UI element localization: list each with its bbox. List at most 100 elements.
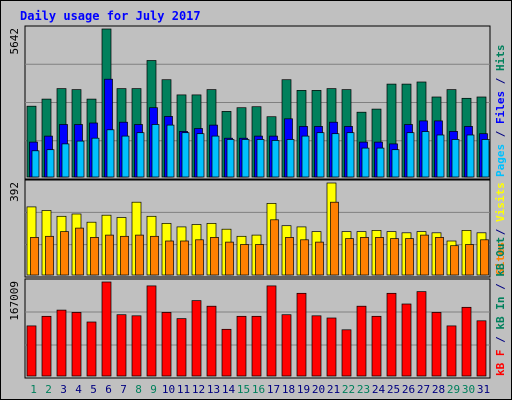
bar (450, 245, 459, 276)
bar (206, 305, 217, 377)
x-tick-label: 20 (312, 383, 325, 396)
bar (236, 315, 247, 377)
bar (26, 325, 37, 377)
x-tick-label: 21 (327, 383, 340, 396)
bar (176, 318, 187, 377)
x-tick-label: 10 (162, 383, 175, 396)
bar (91, 137, 100, 178)
x-tick-label: 16 (252, 383, 265, 396)
panel-kbytes: 167009 kB F / kB In / kB Out (8, 237, 507, 379)
panel-legend: kB F / kB In / kB Out (494, 237, 507, 376)
series-sites (30, 201, 489, 276)
bar (311, 315, 322, 377)
bar (241, 139, 250, 178)
bar (346, 132, 355, 178)
bar (451, 139, 460, 178)
bar (166, 124, 175, 178)
legend-entry: kB F (494, 350, 507, 377)
bar (461, 306, 472, 377)
x-tick-label: 8 (135, 383, 142, 396)
x-axis: 1 2 3 4 5 6 7 8 9 10 11 12 13 14 15 16 17 18 19 20 21 22 23 24 2… (30, 383, 490, 396)
bar (270, 219, 279, 276)
x-tick-label: 14 (222, 383, 236, 396)
bar (315, 241, 324, 276)
bar (240, 244, 249, 276)
bar (285, 237, 294, 276)
bar (120, 235, 129, 276)
bar (476, 320, 487, 377)
bar (386, 292, 397, 377)
x-tick-label: 18 (282, 383, 295, 396)
bar (416, 291, 427, 377)
bar (136, 132, 145, 178)
bar (86, 321, 97, 377)
bar (131, 315, 142, 377)
bar (181, 132, 190, 178)
series-pages (31, 124, 490, 178)
x-tick-label: 5 (90, 383, 97, 396)
legend-entry: Pages (494, 144, 507, 177)
bar (251, 315, 262, 377)
bar (180, 240, 189, 276)
panels-layer: 5642 Pages / Files / Hits 392 Sites / Visit… (8, 25, 507, 379)
x-tick-label: 11 (177, 383, 190, 396)
legend-entry: kB In (494, 297, 507, 330)
x-tick-label: 27 (417, 383, 430, 396)
bar (195, 239, 204, 276)
x-tick-label: 6 (105, 383, 112, 396)
bar (225, 241, 234, 276)
bar (76, 140, 85, 178)
bar (446, 325, 457, 377)
bar (75, 227, 84, 276)
bar (56, 309, 67, 377)
bar (436, 134, 445, 178)
legend-entry: Hits (494, 45, 507, 72)
legend-entry: / (494, 71, 507, 91)
legend-entry: Files (494, 91, 507, 124)
legend-entry: / (494, 124, 507, 144)
bar (360, 237, 369, 276)
x-tick-label: 13 (207, 383, 220, 396)
legend-entry: Sites (494, 242, 507, 275)
bar (151, 124, 160, 178)
x-tick-label: 26 (402, 383, 415, 396)
legend-entry: kB Out (494, 237, 507, 277)
x-tick-label: 17 (267, 383, 280, 396)
bar (466, 134, 475, 178)
bar (150, 235, 159, 276)
bar (221, 328, 232, 377)
bar (345, 238, 354, 276)
bar (116, 314, 127, 377)
bar (255, 244, 264, 276)
bar (266, 285, 277, 377)
bar (46, 149, 55, 178)
x-tick-label: 3 (60, 383, 67, 396)
bar (61, 143, 70, 178)
bar (406, 132, 415, 178)
bar (301, 135, 310, 178)
bar (331, 133, 340, 178)
chart-title: Daily usage for July 2017 (20, 9, 201, 23)
legend-entry: / (494, 277, 507, 297)
bar (371, 315, 382, 377)
legend-entry: Visits (494, 182, 507, 222)
bar (281, 314, 292, 377)
bar (435, 237, 444, 276)
bar (161, 312, 172, 377)
x-tick-label: 1 (30, 383, 37, 396)
bar (105, 234, 114, 276)
bar (41, 315, 52, 377)
x-tick-label: 4 (75, 383, 82, 396)
bar (30, 237, 39, 276)
x-tick-label: 12 (192, 383, 205, 396)
x-tick-label: 22 (342, 383, 355, 396)
bar (210, 237, 219, 276)
bar (191, 300, 202, 377)
bar (431, 312, 442, 377)
x-tick-label: 31 (477, 383, 490, 396)
bar (421, 131, 430, 178)
bar (390, 238, 399, 276)
x-tick-label: 23 (357, 383, 370, 396)
bar (341, 329, 352, 377)
